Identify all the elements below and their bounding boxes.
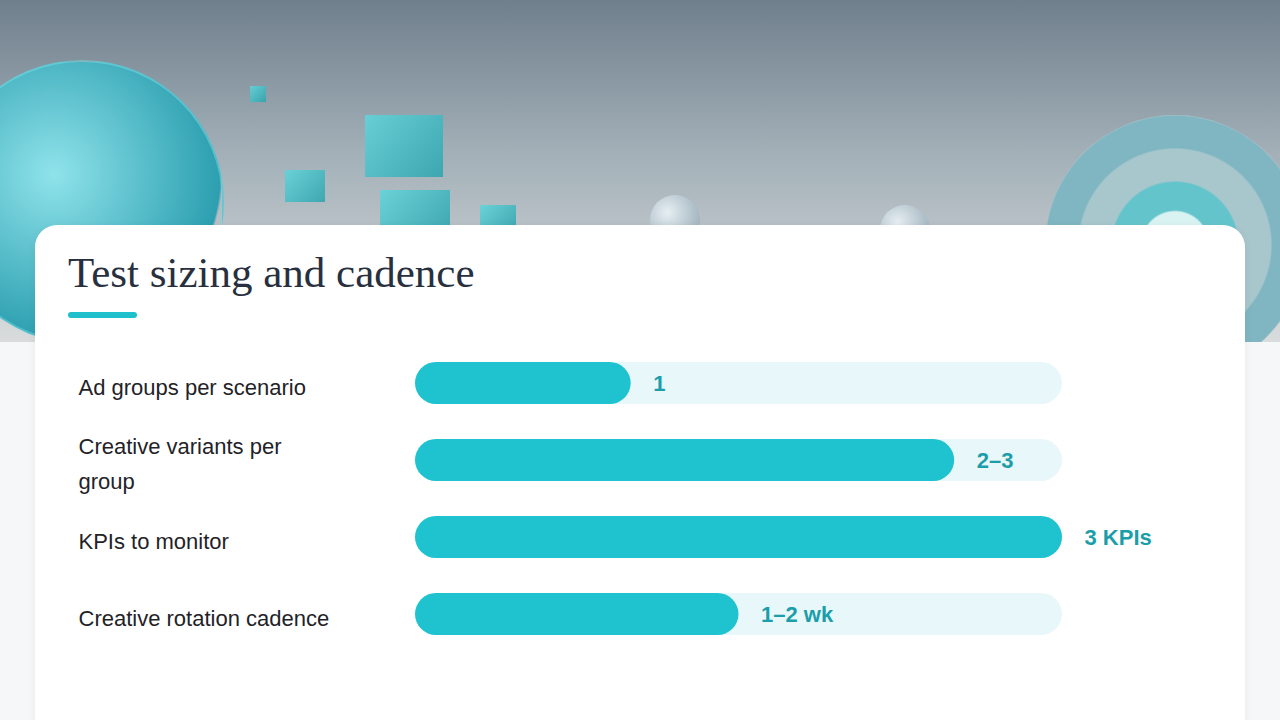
svg-text:Creative variants pergroup: Creative variants pergroup — [79, 434, 282, 494]
svg-text:Creative rotation cadence: Creative rotation cadence — [79, 606, 330, 631]
svg-text:1–2 wk: 1–2 wk — [761, 602, 834, 627]
html-text:Test sizing and cadence: Test sizing and cadence — [68, 249, 475, 296]
svg-text:KPIs to monitor: KPIs to monitor — [79, 529, 229, 554]
svg-text:1: 1 — [653, 371, 665, 396]
svg-text:3 KPIs: 3 KPIs — [1085, 525, 1152, 550]
svg-text:2–3: 2–3 — [977, 448, 1014, 473]
svg-text:Ad groups per scenario: Ad groups per scenario — [79, 375, 306, 400]
